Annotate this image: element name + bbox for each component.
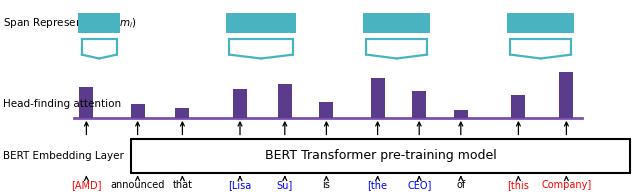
- Bar: [131, 104, 145, 118]
- Text: BERT Transformer pre-training model: BERT Transformer pre-training model: [265, 150, 497, 162]
- Bar: [233, 89, 247, 118]
- Text: [the: [the: [367, 180, 388, 190]
- Bar: [371, 78, 385, 118]
- Text: announced: announced: [111, 180, 164, 190]
- Text: that: that: [172, 180, 193, 190]
- Bar: [319, 102, 333, 118]
- Bar: [454, 110, 468, 118]
- Bar: [412, 91, 426, 118]
- Bar: [278, 83, 292, 118]
- Text: Company]: Company]: [541, 180, 591, 190]
- Text: Span Representation ($m_i$): Span Representation ($m_i$): [3, 16, 137, 30]
- Bar: [226, 13, 296, 33]
- Text: [this: [this: [508, 180, 529, 190]
- Text: Su]: Su]: [276, 180, 293, 190]
- Bar: [79, 13, 120, 33]
- Text: BERT Embedding Layer: BERT Embedding Layer: [3, 151, 124, 161]
- Bar: [79, 87, 93, 118]
- Text: is: is: [323, 180, 330, 190]
- Bar: [175, 108, 189, 118]
- Bar: [559, 72, 573, 118]
- Text: [AMD]: [AMD]: [71, 180, 102, 190]
- Bar: [131, 139, 630, 173]
- Bar: [507, 13, 575, 33]
- Bar: [364, 13, 430, 33]
- Bar: [511, 95, 525, 118]
- Text: [Lisa: [Lisa: [228, 180, 252, 190]
- Text: Head-finding attention: Head-finding attention: [3, 99, 122, 109]
- Text: of: of: [456, 180, 465, 190]
- Text: CEO]: CEO]: [407, 180, 431, 190]
